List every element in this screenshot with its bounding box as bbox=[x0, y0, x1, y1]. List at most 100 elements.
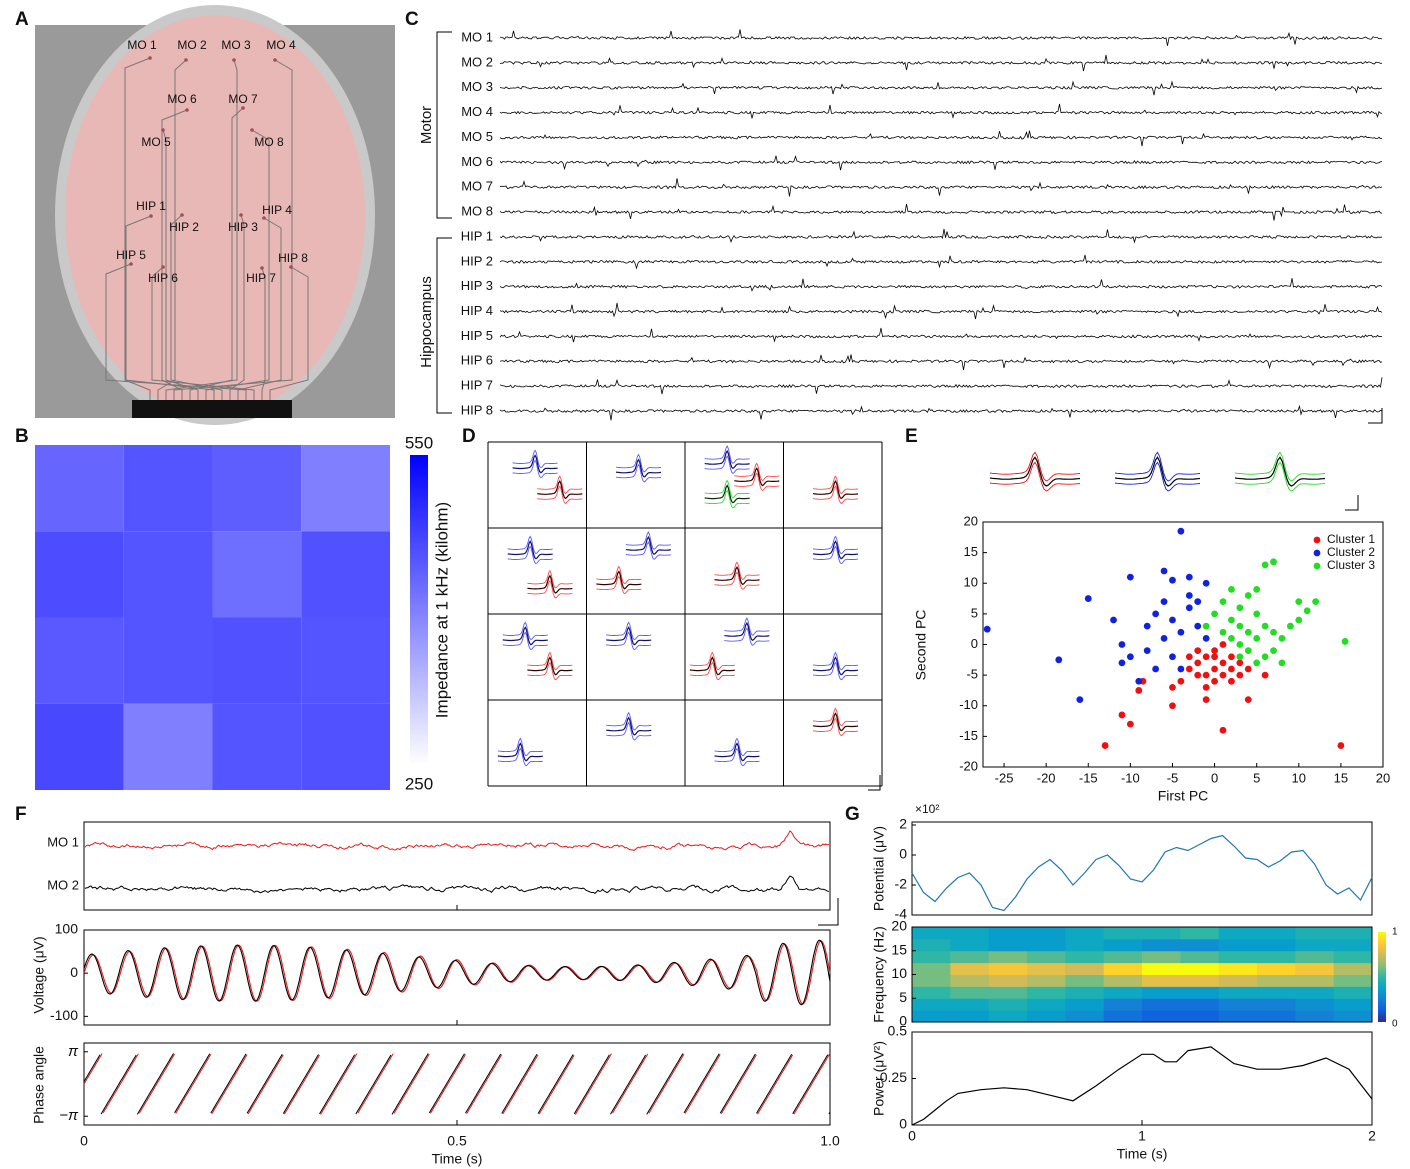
electrode-label: HIP 4 bbox=[262, 203, 292, 217]
electrode-label: MO 4 bbox=[266, 38, 296, 52]
waveform-band bbox=[537, 485, 583, 504]
spectrogram-cell bbox=[950, 986, 990, 999]
scatter-point bbox=[1303, 607, 1311, 615]
y-tick-label: 0 bbox=[899, 1116, 907, 1132]
spectrogram-cell bbox=[1257, 1010, 1296, 1023]
y-tick-label: -10 bbox=[959, 697, 978, 712]
electrode-site bbox=[262, 216, 266, 220]
heatmap-cell bbox=[123, 445, 213, 532]
waveform-mean bbox=[512, 454, 558, 474]
phase-trace bbox=[83, 1053, 103, 1085]
waveform-band bbox=[527, 651, 573, 671]
spectrogram-cell bbox=[1333, 974, 1373, 987]
waveform-band bbox=[625, 541, 671, 560]
scale-bar bbox=[868, 775, 881, 791]
phase-trace bbox=[136, 1053, 174, 1115]
trace bbox=[499, 254, 1383, 270]
x-tick-label: 0 bbox=[80, 1133, 88, 1149]
scatter-point bbox=[1169, 702, 1176, 710]
waveform-band bbox=[714, 571, 760, 590]
scatter-point bbox=[1202, 696, 1210, 704]
spectrogram-cell bbox=[912, 974, 951, 987]
electrode-trace bbox=[162, 129, 199, 400]
waveform-band bbox=[537, 475, 583, 494]
spectrogram-cell bbox=[1295, 974, 1335, 987]
scatter-point bbox=[1244, 665, 1252, 673]
panel-label: B bbox=[15, 426, 29, 447]
scatter-point bbox=[1295, 598, 1303, 606]
scatter-point bbox=[1278, 659, 1286, 667]
electrode-trace bbox=[125, 215, 215, 400]
spectrogram-cell bbox=[988, 950, 1028, 964]
phase-trace bbox=[102, 1053, 139, 1114]
waveform-band bbox=[625, 531, 671, 550]
scatter-point bbox=[1219, 659, 1227, 667]
spectrogram-cell bbox=[1257, 998, 1296, 1011]
phase-trace bbox=[428, 1053, 465, 1114]
axes-frame bbox=[83, 929, 831, 1026]
electrode-label: HIP 1 bbox=[136, 199, 166, 213]
waveform-mean bbox=[724, 621, 770, 642]
heatmap-cell bbox=[35, 617, 124, 704]
channel-label: HIP 5 bbox=[461, 328, 493, 343]
heatmap-cell bbox=[35, 445, 124, 532]
x-tick-label: 20 bbox=[1376, 770, 1390, 785]
scatter-point bbox=[1228, 634, 1235, 642]
spectrogram-cell bbox=[1103, 986, 1143, 999]
phase-trace bbox=[83, 1054, 101, 1082]
spectrogram-cell bbox=[912, 1010, 951, 1023]
phase-trace bbox=[573, 1054, 610, 1115]
phase-trace bbox=[683, 1053, 720, 1114]
electrode-site bbox=[149, 214, 153, 218]
scatter-point bbox=[1185, 604, 1193, 612]
scatter-point bbox=[1110, 616, 1117, 624]
scatter-point bbox=[1169, 576, 1176, 584]
x-tick-label: -15 bbox=[1079, 770, 1098, 785]
waveform-band bbox=[989, 461, 1081, 492]
waveform-band bbox=[502, 621, 548, 641]
heatmap-cell bbox=[212, 703, 302, 791]
colorbar-label: Impedance at 1 kHz (kilohm) bbox=[432, 502, 451, 718]
scatter-point bbox=[1194, 659, 1202, 667]
spectrogram-cell bbox=[1103, 927, 1143, 940]
phase-trace bbox=[175, 1054, 212, 1114]
scale-label: ×10² bbox=[915, 802, 939, 816]
electrode-site bbox=[148, 56, 152, 60]
electrode-trace bbox=[261, 267, 266, 400]
phase-trace bbox=[466, 1054, 503, 1115]
waveform-band bbox=[507, 545, 553, 565]
waveform-band bbox=[724, 617, 770, 636]
scatter-point bbox=[1244, 696, 1252, 704]
scatter-point bbox=[1261, 561, 1269, 569]
phase-trace bbox=[100, 1054, 137, 1115]
waveform-band bbox=[606, 621, 652, 641]
scatter-point bbox=[1118, 711, 1126, 719]
electrode-label: HIP 5 bbox=[116, 248, 146, 262]
spectrogram-cell bbox=[1142, 1010, 1181, 1023]
legend-label: Cluster 2 bbox=[1327, 545, 1375, 559]
spectrogram-cell bbox=[950, 974, 990, 987]
electrode-trace bbox=[229, 214, 245, 400]
scatter-point bbox=[1126, 720, 1134, 728]
scatter-point bbox=[1261, 622, 1269, 630]
electrode-trace bbox=[269, 266, 309, 400]
channel-label: MO 6 bbox=[461, 154, 493, 169]
channel-label: MO 5 bbox=[461, 129, 493, 144]
electrode-label: MO 8 bbox=[254, 135, 284, 149]
phase-trace bbox=[757, 1054, 794, 1115]
channel-label: HIP 3 bbox=[461, 278, 493, 293]
spectrogram-cell bbox=[1257, 927, 1296, 940]
channel-label: MO 8 bbox=[461, 204, 493, 219]
spectrogram-cell bbox=[1218, 986, 1258, 999]
waveform-mean bbox=[704, 484, 750, 504]
spectrogram-cell bbox=[1295, 962, 1335, 975]
heatmap-cell bbox=[212, 445, 302, 532]
electrode-site bbox=[232, 58, 236, 62]
scatter-point bbox=[1236, 653, 1244, 661]
connector bbox=[132, 400, 292, 418]
heatmap-cell bbox=[123, 703, 213, 791]
waveform-mean bbox=[606, 626, 652, 646]
y-tick-label: -15 bbox=[959, 728, 978, 743]
phase-trace bbox=[792, 1054, 829, 1114]
